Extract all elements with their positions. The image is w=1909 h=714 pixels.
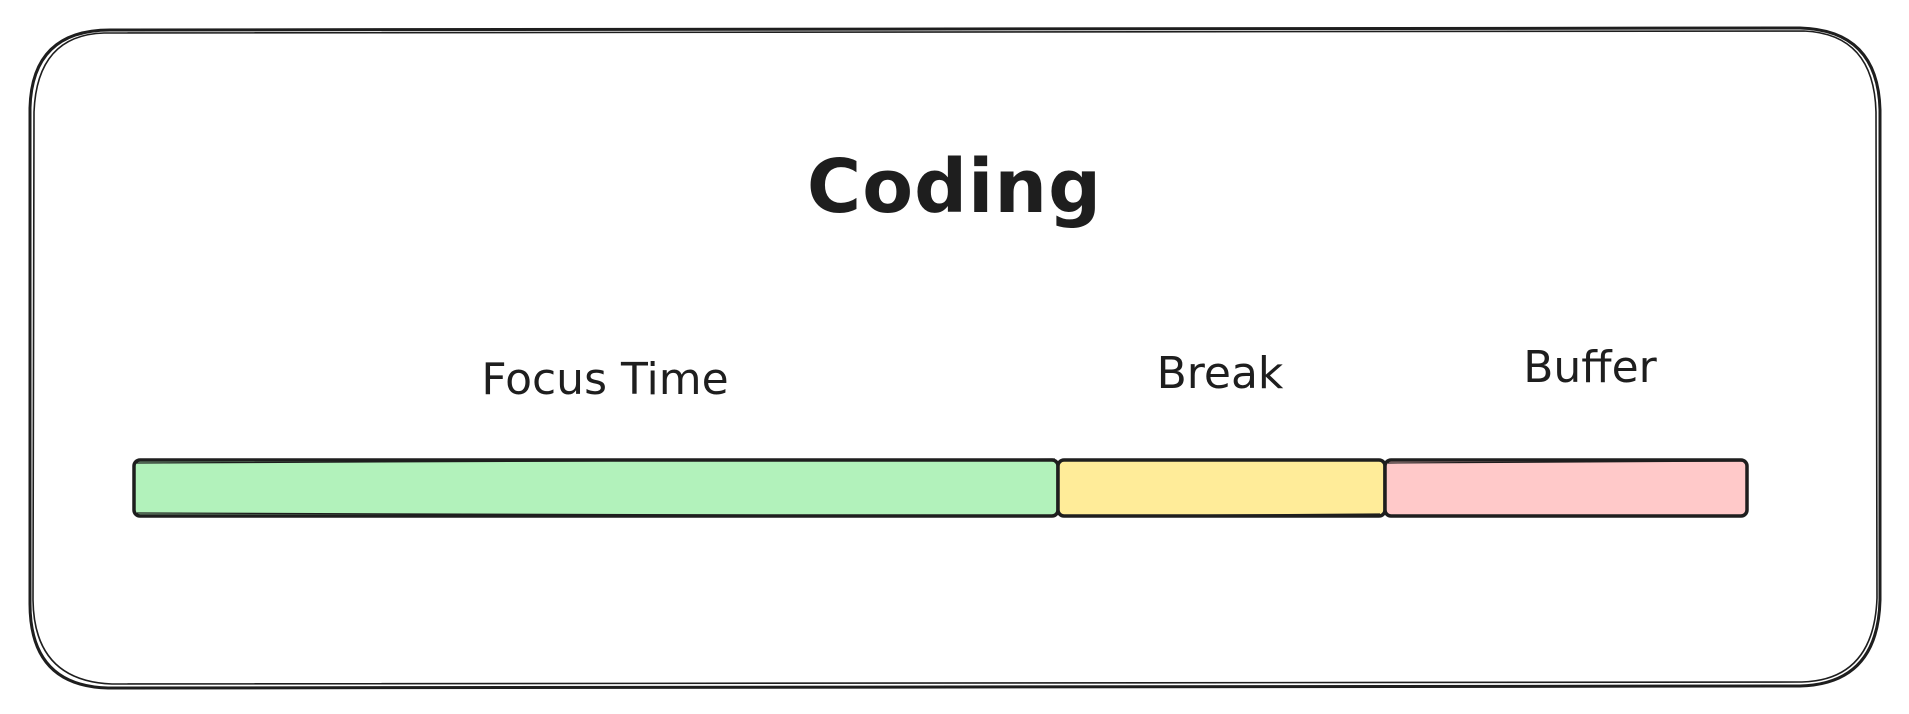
segment-focus-time-bar xyxy=(132,458,1060,518)
segment-buffer-bar xyxy=(1383,458,1749,518)
segment-label-break: Break xyxy=(1156,348,1284,399)
card-outline xyxy=(28,26,1882,690)
segment-break-bar xyxy=(1056,458,1387,518)
segment-label-focus-time: Focus Time xyxy=(481,354,729,405)
diagram-title: Coding xyxy=(806,144,1103,230)
segment-label-buffer: Buffer xyxy=(1523,342,1657,393)
card-outline-sketch xyxy=(32,30,1878,685)
bar-sketch-line xyxy=(135,458,1745,517)
